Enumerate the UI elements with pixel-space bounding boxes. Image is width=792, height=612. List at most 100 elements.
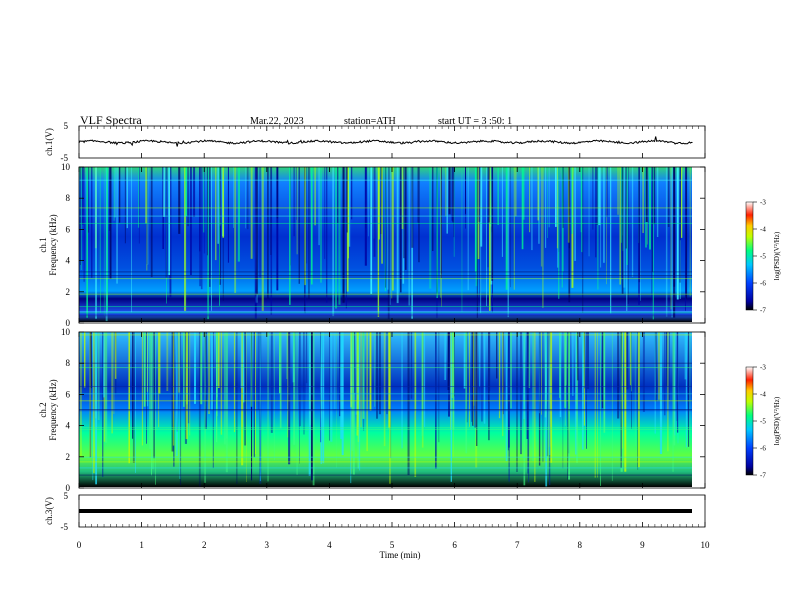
spectrogram-streak bbox=[351, 167, 353, 220]
ch1-spec-yticks: 0 2 4 6 8 10 bbox=[61, 162, 705, 328]
spectrogram-streak bbox=[168, 167, 171, 276]
spectrogram-streak bbox=[149, 332, 152, 450]
spectrogram-streak bbox=[515, 167, 517, 217]
spectrogram-streak bbox=[645, 167, 648, 222]
spectrogram-streak bbox=[98, 167, 100, 272]
spectrogram-streak bbox=[670, 167, 672, 310]
spectrogram-band bbox=[79, 362, 692, 364]
spectrogram-streak bbox=[606, 167, 607, 285]
spectrogram-streak bbox=[338, 167, 341, 305]
spectrogram-streak bbox=[253, 332, 255, 458]
spectrogram-streak bbox=[610, 167, 612, 314]
spectrogram-streak bbox=[597, 332, 598, 478]
spectrogram-streak bbox=[568, 167, 571, 303]
spectrogram-streak bbox=[451, 332, 454, 398]
spectrogram-streak bbox=[208, 332, 210, 414]
ch1-colorbar-label: log(PSD)(V²/Hz) bbox=[773, 231, 781, 280]
ch3-wave-ylabel: ch.3(V) bbox=[44, 497, 54, 525]
spectrogram-streak bbox=[346, 167, 349, 292]
spectrogram-streak bbox=[627, 167, 629, 304]
spectrogram-band bbox=[79, 428, 692, 430]
spectrogram-streak bbox=[570, 332, 572, 383]
colorbar-tick-label: -5 bbox=[760, 418, 766, 426]
spectrogram-streak bbox=[95, 167, 97, 319]
spectrogram-streak bbox=[350, 332, 352, 474]
colorbar-tick-label: -6 bbox=[760, 280, 766, 288]
x-tick-label: 2 bbox=[202, 540, 207, 550]
spectrogram-streak bbox=[204, 332, 207, 429]
spectrogram-streak bbox=[203, 167, 205, 233]
spectrogram-streak bbox=[689, 167, 691, 297]
spectrogram-streak bbox=[461, 167, 463, 312]
spectrogram-streak bbox=[332, 167, 335, 317]
spectrogram-streak bbox=[293, 167, 295, 237]
spectrogram-streak bbox=[438, 332, 440, 443]
spectrogram-streak bbox=[562, 167, 564, 228]
colorbar-tick-label: -7 bbox=[760, 307, 766, 315]
spectrogram-streak bbox=[141, 332, 143, 446]
spectrogram-streak bbox=[83, 167, 85, 282]
ch2-spectrogram-streaks bbox=[79, 332, 692, 487]
spectrogram-streak bbox=[87, 167, 90, 233]
spectrogram-streak bbox=[653, 167, 656, 225]
spectrogram-streak bbox=[540, 167, 543, 267]
x-tick-label: 6 bbox=[452, 540, 457, 550]
spectrogram-streak bbox=[600, 332, 601, 486]
spectrogram-streak bbox=[259, 332, 262, 484]
header-station: station=ATH bbox=[344, 116, 396, 127]
spectrogram-streak bbox=[92, 332, 94, 481]
spectrogram-streak bbox=[354, 332, 356, 393]
spectrogram-streak bbox=[523, 332, 526, 486]
spectrogram-streak bbox=[178, 332, 181, 393]
spectrogram-streak bbox=[105, 332, 108, 443]
y-tick-label: 0 bbox=[66, 318, 71, 328]
spectrogram-streak bbox=[671, 167, 673, 318]
spectrogram-streak bbox=[320, 167, 322, 283]
colorbar-tick-label: -7 bbox=[760, 472, 766, 480]
spectrogram-streak bbox=[501, 167, 503, 257]
spectrogram-streak bbox=[132, 332, 135, 463]
colorbar-tick-label: -3 bbox=[760, 364, 766, 372]
spectrogram-streak bbox=[505, 332, 508, 462]
spectrogram-band bbox=[79, 474, 692, 476]
x-tick-label: 7 bbox=[515, 540, 520, 550]
spectrogram-streak bbox=[487, 167, 489, 268]
spectrogram-streak bbox=[276, 167, 279, 291]
spectrogram-streak bbox=[446, 167, 448, 234]
spectrogram-streak bbox=[508, 332, 510, 482]
ch1-spec-ylabel-frequency: Frequency (kHz) bbox=[48, 214, 58, 275]
spectrogram-streak bbox=[477, 167, 480, 260]
spectrogram-streak bbox=[558, 167, 560, 299]
spectrogram-streak bbox=[688, 332, 690, 447]
spectrogram-streak bbox=[337, 167, 339, 224]
spectrogram-streak bbox=[447, 332, 450, 390]
spectrogram-streak bbox=[473, 332, 475, 406]
spectrogram-streak bbox=[276, 167, 279, 219]
spectrogram-streak bbox=[631, 167, 634, 278]
spectrogram-streak bbox=[685, 167, 688, 299]
spectrogram-streak bbox=[562, 332, 564, 469]
colorbar-tick-label: -6 bbox=[760, 445, 766, 453]
spectrogram-streak bbox=[293, 332, 296, 445]
spectrogram-streak bbox=[623, 167, 626, 288]
spectrogram-streak bbox=[489, 332, 491, 391]
spectrogram-streak bbox=[267, 332, 269, 482]
spectrogram-streak bbox=[620, 332, 622, 468]
spectrogram-streak bbox=[126, 167, 128, 229]
spectrogram-streak bbox=[187, 167, 189, 227]
spectrogram-streak bbox=[223, 332, 226, 445]
ch1-colorbar-ticks: -3 -4 -5 -6 -7 bbox=[753, 199, 766, 315]
spectrogram-streak bbox=[206, 167, 208, 256]
spectrogram-streak bbox=[165, 167, 168, 278]
spectrogram-streak bbox=[259, 167, 261, 278]
spectrogram-streak bbox=[169, 167, 172, 298]
spectrogram-streak bbox=[621, 167, 624, 294]
spectrogram-streak bbox=[476, 332, 478, 446]
spectrogram-streak bbox=[654, 332, 657, 402]
spectrogram-streak bbox=[146, 332, 147, 444]
y-tick-label: 8 bbox=[66, 193, 71, 203]
spectrogram-streak bbox=[559, 332, 562, 418]
spectrogram-streak bbox=[689, 332, 691, 436]
spectrogram-streak bbox=[440, 167, 442, 274]
spectrogram-streak bbox=[516, 332, 518, 472]
